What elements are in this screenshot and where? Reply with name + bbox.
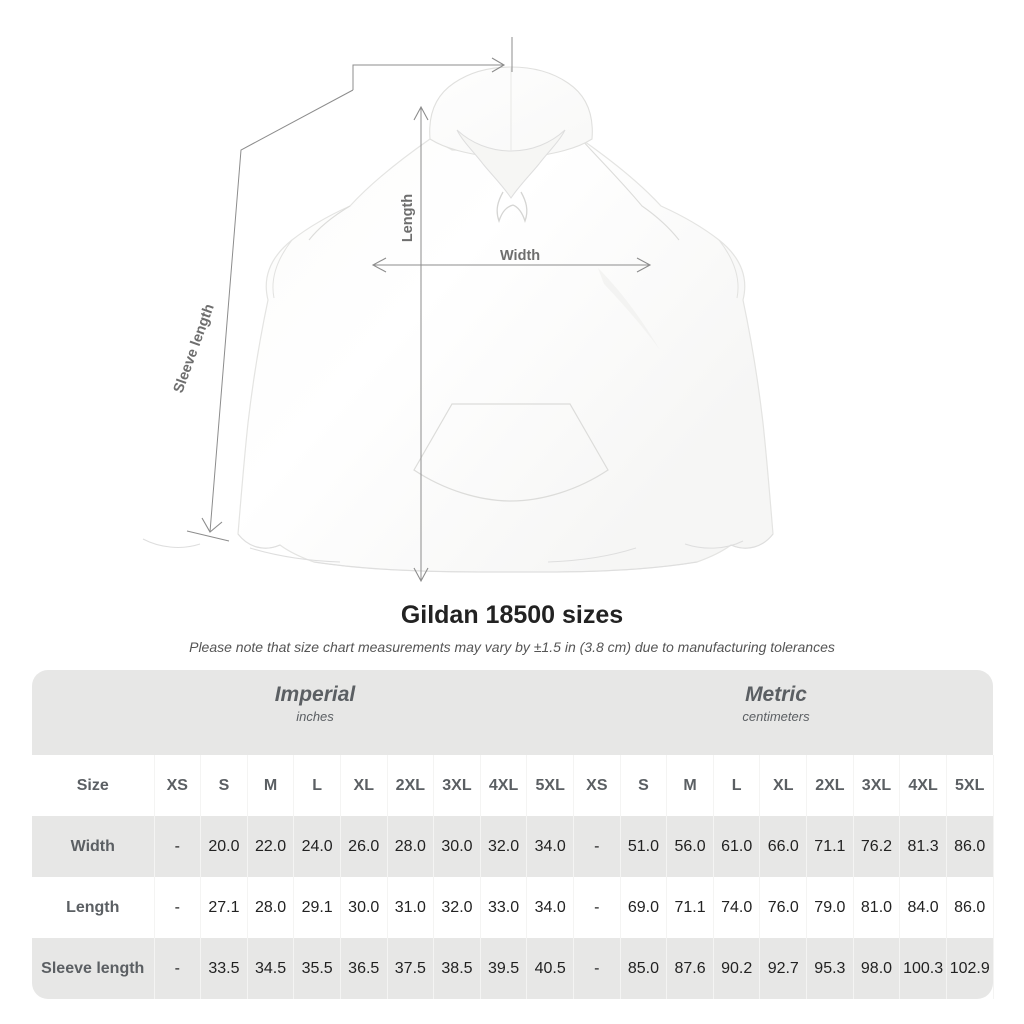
svg-text:Width: Width: [500, 248, 540, 264]
svg-text:Length: Length: [400, 194, 416, 242]
svg-text:Sleeve length: Sleeve length: [171, 302, 218, 395]
